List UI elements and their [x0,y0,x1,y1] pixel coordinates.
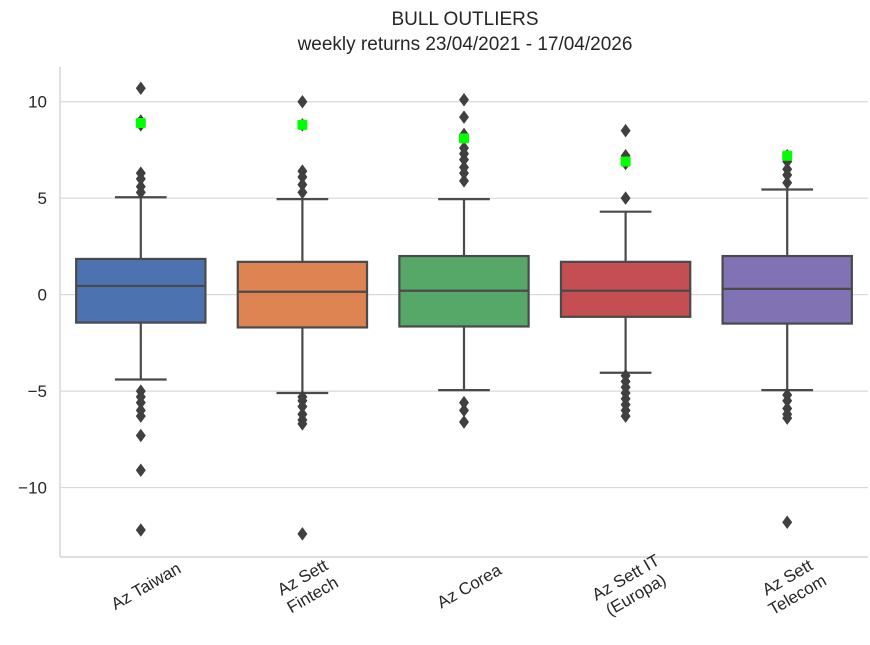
outlier-point [297,170,308,184]
box [75,257,207,324]
outlier-point [135,409,146,423]
x-tick-label: Az Sett IT(Europa) [589,551,673,622]
y-tick-label: −10 [18,479,47,498]
outlier-point [459,166,469,180]
box-series-1 [75,81,207,537]
outlier-point [135,172,146,186]
outlier-point [782,393,793,408]
y-tick-label: 0 [38,286,47,305]
outlier-point [782,411,793,425]
outlier-point [135,428,146,443]
x-tick-label: Az SettFintech [274,555,342,617]
outlier-point [135,523,146,537]
box-series-2 [236,94,369,541]
chart-subtitle: weekly returns 23/04/2021 - 17/04/2026 [297,34,633,55]
highlight-point [782,150,793,161]
y-axis: 10 5 0 −5 −10 [18,93,47,498]
y-tick-label: 5 [38,189,47,208]
y-tick-label: −5 [28,382,47,401]
outlier-point [620,191,631,205]
outlier-point [459,403,469,418]
box-series-5 [721,148,853,530]
chart-title: BULL OUTLIERS [391,9,539,30]
outlier-point [459,395,469,410]
outlier-point [459,415,469,429]
x-tick-label: Az Taiwan [108,559,184,614]
box-series-3 [398,93,530,429]
outlier-point [459,93,469,107]
outlier-point [782,168,793,182]
outlier-point [620,123,631,138]
outlier-point [459,152,469,167]
x-tick-label-line: Az Taiwan [108,559,184,614]
highlight-point [297,119,308,130]
outlier-point [135,463,146,477]
highlight-point [620,156,631,167]
box-series-4 [559,123,692,423]
highlight-point [459,133,469,144]
x-axis: Az Taiwan Az SettFintech Az Corea Az Sett I… [108,551,830,622]
outlier-point [135,395,146,410]
box [559,260,692,318]
outlier-point [459,110,469,124]
outlier-point [135,81,146,95]
outlier-point [620,409,631,423]
x-tick-label: Az SettTelecom [755,554,829,619]
highlight-point [135,117,146,128]
outlier-point [297,399,308,414]
x-tick-label-line: Az Corea [434,560,505,612]
outlier-point [297,527,308,541]
outlier-point [782,515,793,530]
outlier-point [297,94,308,109]
outlier-point [297,185,308,200]
outlier-point [135,185,146,200]
outlier-point [297,177,308,192]
box [236,260,369,329]
y-tick-label: 10 [28,93,47,112]
boxes [75,81,853,541]
outlier-point [297,417,308,431]
x-tick-label: Az Corea [434,560,505,612]
outlier-point [782,175,793,190]
outlier-point [459,174,469,188]
